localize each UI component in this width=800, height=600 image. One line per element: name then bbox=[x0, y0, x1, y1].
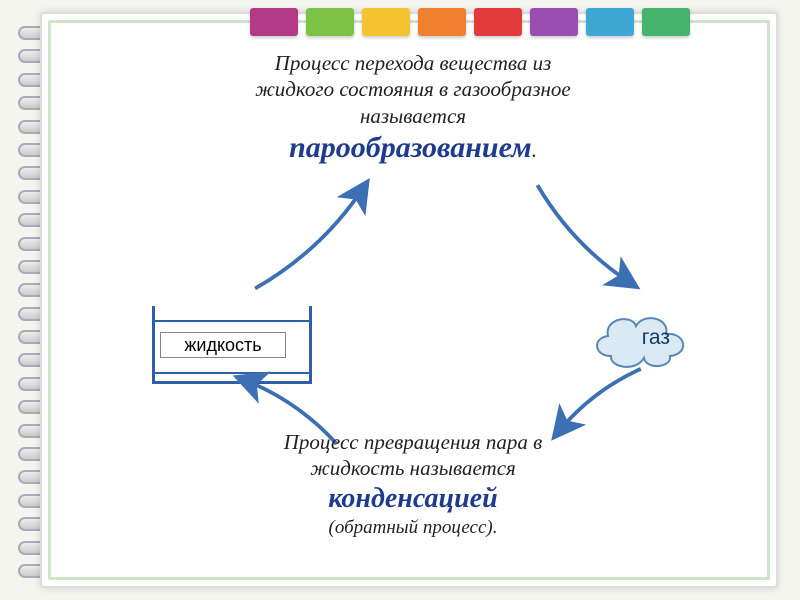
bot-line-2: жидкость называется bbox=[153, 455, 673, 481]
bottom-definition: Процесс превращения пара в жидкость назы… bbox=[153, 429, 673, 540]
arrow-top-to-gas bbox=[537, 185, 633, 285]
bot-term: конденсацией bbox=[153, 481, 673, 516]
arrow-liquid-to-top bbox=[255, 185, 365, 288]
bot-line-1: Процесс превращения пара в bbox=[153, 429, 673, 455]
page-frame: Процесс перехода вещества из жидкого сос… bbox=[40, 12, 778, 588]
arrow-gas-to-bot bbox=[557, 369, 641, 434]
content-area: Процесс перехода вещества из жидкого сос… bbox=[74, 32, 752, 568]
bot-sub: (обратный процесс). bbox=[153, 516, 673, 540]
